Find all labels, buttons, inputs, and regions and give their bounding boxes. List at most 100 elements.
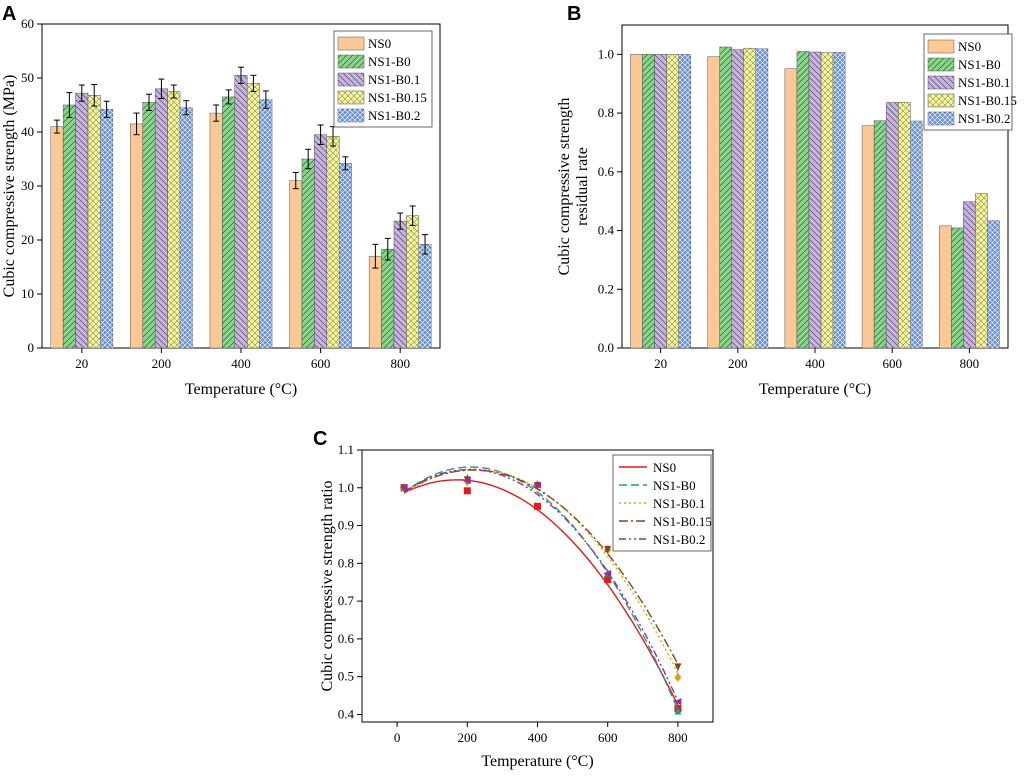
data-point bbox=[462, 477, 471, 485]
bar-hatch bbox=[796, 51, 809, 348]
y-tick-label: 30 bbox=[21, 178, 34, 193]
legend-label: NS0 bbox=[958, 39, 981, 54]
y-tick-label: 0.6 bbox=[598, 164, 615, 179]
x-tick-label: 200 bbox=[152, 356, 172, 371]
y-tick-label: 0.4 bbox=[598, 223, 615, 238]
bar-hatch bbox=[234, 75, 248, 349]
x-tick-label: 400 bbox=[805, 356, 825, 371]
panel-b-letter: B bbox=[567, 3, 581, 25]
legend: NS0 NS1-B0 NS1-B0.1 NS1-B0.15 NS1-B0.2 bbox=[333, 30, 433, 128]
bar-hatch bbox=[975, 193, 988, 348]
y-tick-label: 40 bbox=[21, 124, 34, 139]
legend: NS0 NS1-B0 NS1-B0.1 NS1-B0.15 NS1-B0.2 bbox=[612, 454, 712, 552]
x-tick-label: 20 bbox=[654, 356, 667, 371]
y-axis-title: Cubic compressive strength bbox=[556, 98, 573, 276]
y-tick-label: 0.2 bbox=[598, 281, 614, 296]
y-tick-label: 1.0 bbox=[338, 480, 354, 495]
x-tick-label: 0 bbox=[394, 730, 401, 745]
bar-hatch bbox=[874, 120, 887, 348]
x-tick-label: 200 bbox=[728, 356, 748, 371]
bar-hatch bbox=[963, 201, 976, 348]
bar-hatch bbox=[339, 163, 352, 348]
data-point bbox=[604, 545, 612, 554]
series-line bbox=[403, 469, 679, 665]
x-tick-label: 600 bbox=[311, 356, 331, 371]
bar-hatch bbox=[418, 244, 432, 348]
x-tick-label: 800 bbox=[390, 356, 410, 371]
legend-label: NS1-B0.15 bbox=[958, 93, 1017, 108]
bar-hatch bbox=[898, 102, 911, 348]
bar-hatch bbox=[247, 83, 260, 349]
bar-hatch bbox=[314, 134, 327, 348]
bar-hatch bbox=[731, 49, 744, 348]
data-point bbox=[604, 576, 612, 584]
x-axis-title: Temperature (°C) bbox=[185, 381, 297, 398]
y-tick-label: 0.6 bbox=[338, 631, 355, 646]
panel-c-letter: C bbox=[313, 428, 327, 450]
bar-hatch bbox=[719, 47, 732, 348]
bar-hatch bbox=[75, 93, 89, 349]
bar-hatch bbox=[808, 52, 822, 348]
bar-hatch bbox=[743, 48, 756, 349]
data-point bbox=[674, 672, 682, 682]
x-tick-label: 400 bbox=[528, 730, 548, 745]
bar-hatch bbox=[886, 102, 899, 349]
data-point bbox=[534, 502, 541, 510]
x-tick-label: 200 bbox=[458, 730, 478, 745]
y-tick-label: 0.9 bbox=[338, 518, 354, 533]
bar-hatch bbox=[180, 107, 193, 348]
legend-label: NS0 bbox=[653, 460, 676, 475]
legend: NS0 NS1-B0 NS1-B0.1 NS1-B0.15 NS1-B0.2 bbox=[923, 33, 1017, 131]
y-tick-label: 60 bbox=[21, 16, 34, 31]
legend-label: NS1-B0.15 bbox=[653, 514, 712, 529]
legend-swatch-hatch bbox=[338, 73, 364, 86]
legend-label: NS1-B0.2 bbox=[653, 532, 705, 547]
series-line bbox=[403, 468, 679, 702]
bar bbox=[50, 126, 64, 349]
bar bbox=[209, 112, 223, 349]
x-tick-label: 600 bbox=[882, 356, 902, 371]
legend-label: NS1-B0 bbox=[368, 54, 411, 69]
y-tick-label: 10 bbox=[21, 286, 34, 301]
bar-hatch bbox=[987, 220, 1000, 348]
legend-swatch bbox=[927, 39, 955, 54]
legend-label: NS1-B0.15 bbox=[368, 90, 427, 105]
bar bbox=[707, 56, 720, 349]
bar bbox=[289, 180, 303, 349]
legend-label: NS0 bbox=[368, 36, 391, 51]
y-tick-label: 0.8 bbox=[598, 105, 614, 120]
x-tick-label: 600 bbox=[598, 730, 618, 745]
bar-hatch bbox=[155, 88, 168, 349]
legend-swatch-hatch bbox=[338, 109, 364, 122]
bar bbox=[130, 123, 144, 349]
data-point bbox=[533, 481, 541, 489]
legend-label: NS1-B0.1 bbox=[958, 75, 1010, 90]
y-tick-label: 1.0 bbox=[598, 46, 614, 61]
y-axis-title: Cubic compressive strength (MPa) bbox=[1, 75, 18, 298]
bar-hatch bbox=[259, 99, 273, 348]
y-axis-title-line2: residual rate bbox=[574, 147, 591, 226]
bar bbox=[630, 54, 643, 349]
bar bbox=[368, 255, 382, 349]
bar-hatch bbox=[301, 159, 315, 348]
legend-swatch-hatch bbox=[928, 76, 954, 89]
legend-label: NS1-B0 bbox=[958, 57, 1001, 72]
data-point bbox=[673, 698, 682, 706]
bar-hatch bbox=[642, 54, 655, 348]
bar-hatch bbox=[326, 136, 340, 348]
bar-hatch bbox=[406, 215, 419, 348]
y-tick-label: 1.1 bbox=[338, 442, 354, 457]
chart-a: 0 10 20 30 40 50 60 20 200 400 600 800 Temperature (… bbox=[1, 16, 441, 398]
legend-label: NS1-B0.1 bbox=[653, 496, 705, 511]
bar-hatch bbox=[654, 54, 667, 348]
data-point bbox=[674, 706, 682, 715]
legend-label: NS1-B0 bbox=[653, 478, 696, 493]
x-tick-label: 20 bbox=[75, 356, 88, 371]
legend-swatch-hatch bbox=[338, 55, 364, 68]
legend-swatch-hatch bbox=[338, 91, 364, 104]
bar bbox=[861, 125, 875, 349]
y-tick-label: 0.0 bbox=[598, 340, 614, 355]
data-point bbox=[463, 487, 471, 495]
bar-hatch bbox=[833, 52, 846, 349]
